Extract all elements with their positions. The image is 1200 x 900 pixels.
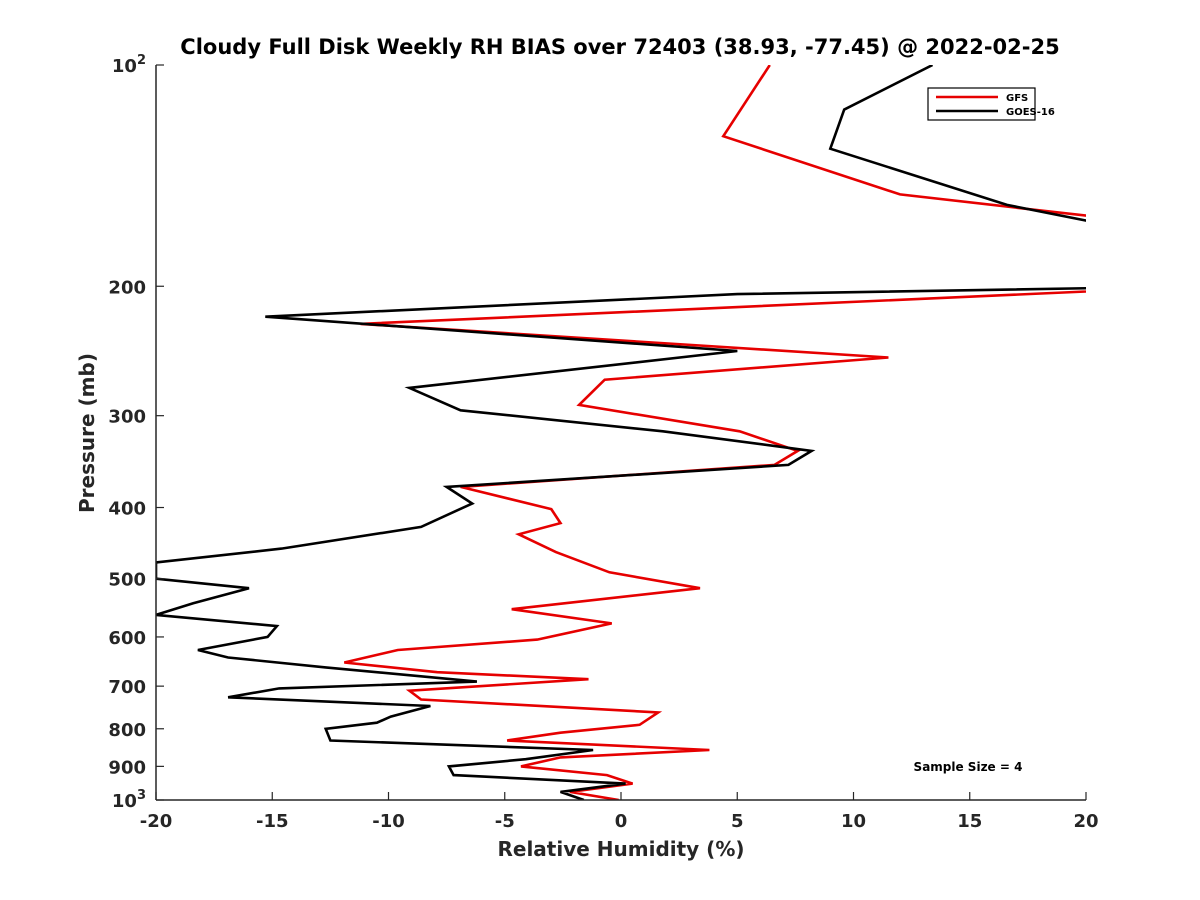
y-tick-label: 500	[108, 570, 146, 591]
y-axis-ticks: 102 200 300 400 500 600 700 800 900 103	[108, 53, 164, 812]
x-tick-label: 10	[841, 811, 866, 832]
y-tick-label: 300	[108, 407, 146, 428]
legend-box	[927, 87, 1036, 121]
y-tick-label: 103	[112, 788, 146, 812]
series-layer	[156, 65, 1086, 800]
series-line-gfs	[344, 65, 1086, 800]
y-axis-label: Pressure (mb)	[75, 353, 99, 513]
y-tick-label: 600	[108, 628, 146, 649]
x-tick-label: 15	[957, 811, 982, 832]
y-tick-label: 102	[112, 53, 146, 77]
x-tick-label: 5	[731, 811, 744, 832]
sample-size-annotation: Sample Size = 4	[914, 760, 1023, 774]
x-tick-label: -5	[495, 811, 515, 832]
x-axis-ticks: -20 -15 -10 -5 0 5 10 15 20	[140, 792, 1099, 832]
y-tick-label: 700	[108, 677, 146, 698]
x-tick-label: 20	[1073, 811, 1098, 832]
y-tick-label: 400	[108, 499, 146, 520]
x-tick-label: -20	[140, 811, 173, 832]
x-tick-label: -15	[256, 811, 289, 832]
x-tick-label: -10	[372, 811, 405, 832]
series-line-goes16	[156, 65, 1086, 800]
legend-label-goes16: GOES-16	[1006, 107, 1055, 118]
x-tick-label: 0	[615, 811, 628, 832]
y-tick-label: 800	[108, 720, 146, 741]
legend-label-gfs: GFS	[1006, 93, 1028, 104]
y-tick-label: 900	[108, 757, 146, 778]
x-axis-label: Relative Humidity (%)	[497, 837, 744, 861]
legend: GFS GOES-16	[927, 87, 1055, 121]
chart-title: Cloudy Full Disk Weekly RH BIAS over 724…	[180, 35, 1059, 59]
y-tick-label: 200	[108, 277, 146, 298]
